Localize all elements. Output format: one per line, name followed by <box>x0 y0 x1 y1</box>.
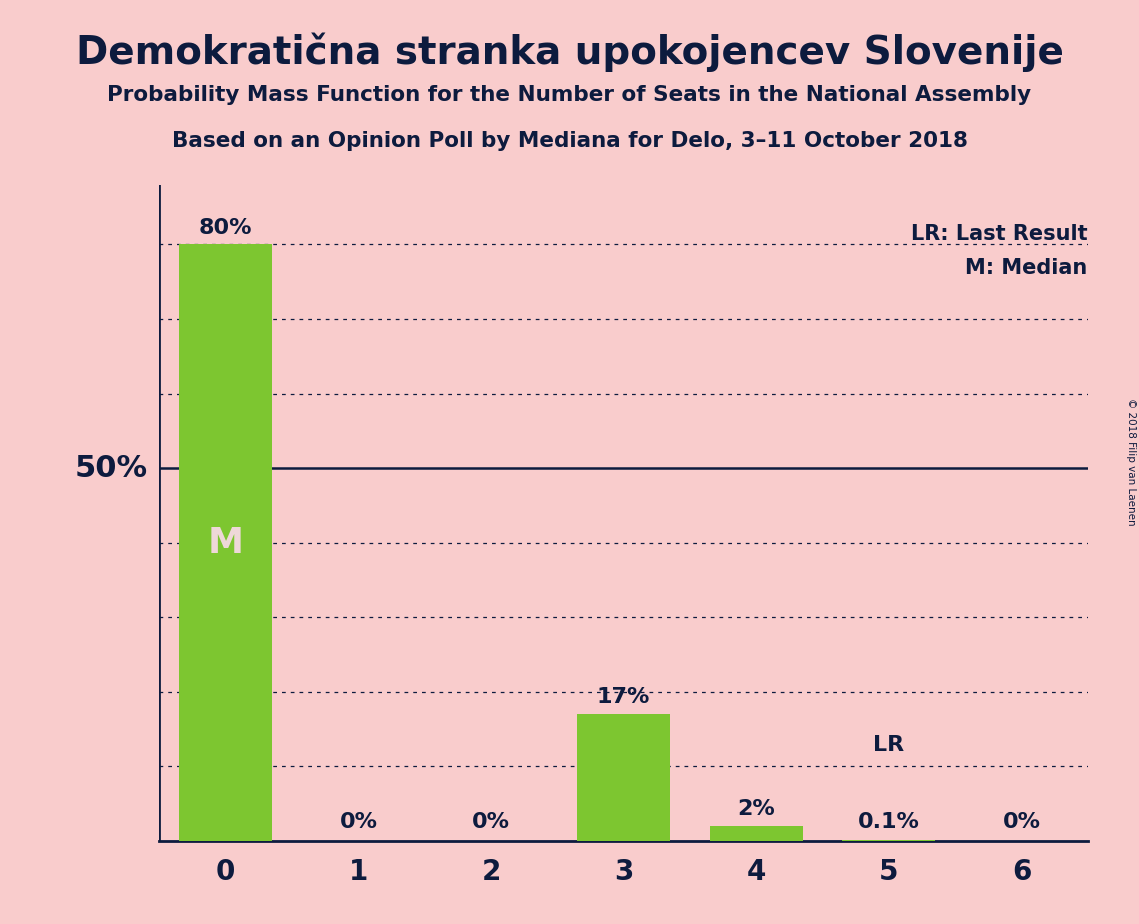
Text: © 2018 Filip van Laenen: © 2018 Filip van Laenen <box>1126 398 1136 526</box>
Text: 80%: 80% <box>199 218 253 237</box>
Text: 50%: 50% <box>75 454 148 482</box>
Bar <box>710 826 803 841</box>
Text: 0%: 0% <box>1002 812 1040 832</box>
Text: Based on an Opinion Poll by Mediana for Delo, 3–11 October 2018: Based on an Opinion Poll by Mediana for … <box>172 131 967 152</box>
Text: M: M <box>207 526 244 560</box>
Text: M: Median: M: Median <box>966 258 1088 278</box>
Text: LR: Last Result: LR: Last Result <box>911 225 1088 245</box>
Text: 17%: 17% <box>597 687 650 708</box>
Text: 0.1%: 0.1% <box>858 812 920 832</box>
Text: Demokratična stranka upokojencev Slovenije: Demokratična stranka upokojencev Sloveni… <box>75 32 1064 72</box>
Text: 2%: 2% <box>737 799 776 820</box>
Bar <box>577 714 670 841</box>
Text: Probability Mass Function for the Number of Seats in the National Assembly: Probability Mass Function for the Number… <box>107 85 1032 105</box>
Bar <box>179 245 272 841</box>
Text: 0%: 0% <box>339 812 377 832</box>
Text: 0%: 0% <box>472 812 510 832</box>
Text: LR: LR <box>874 736 904 755</box>
